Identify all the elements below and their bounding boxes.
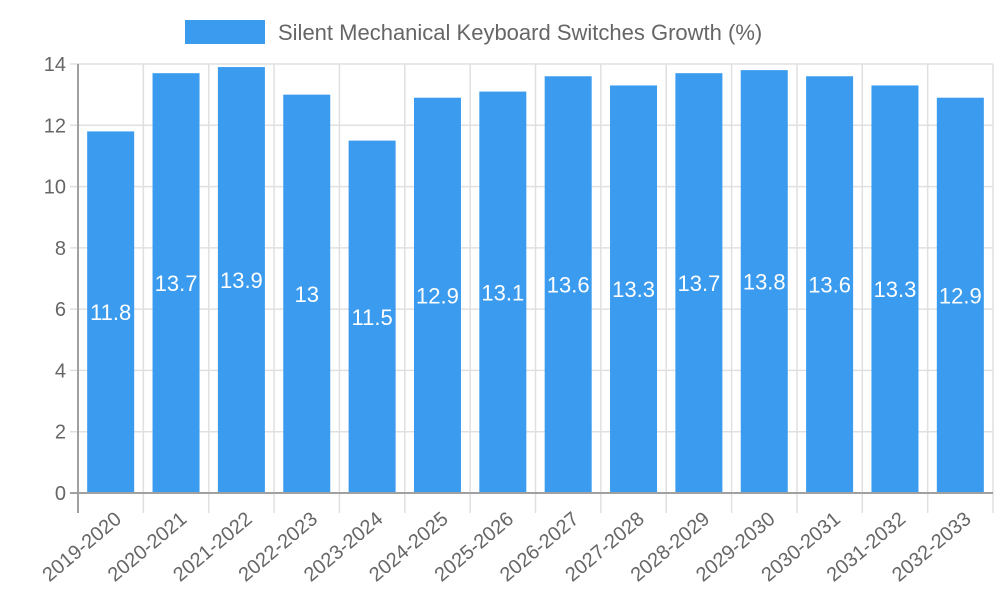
bar-value-label: 11.8 xyxy=(90,300,131,325)
bar[interactable] xyxy=(544,76,592,493)
y-tick-label: 4 xyxy=(55,360,66,382)
bar[interactable] xyxy=(871,85,919,493)
bar-value-label: 13.8 xyxy=(743,270,786,295)
bar-value-label: 12.9 xyxy=(939,283,982,308)
chart-legend[interactable]: Silent Mechanical Keyboard Switches Grow… xyxy=(185,20,762,45)
bar-value-label: 13.7 xyxy=(155,271,198,296)
bar-value-label: 13.3 xyxy=(612,277,655,302)
grid-lines xyxy=(70,63,994,513)
y-tick-label: 2 xyxy=(55,422,66,444)
bar[interactable] xyxy=(413,97,461,493)
bar[interactable] xyxy=(217,67,265,494)
y-tick-label: 6 xyxy=(55,299,66,321)
bar-value-label: 12.9 xyxy=(416,283,459,308)
legend-label: Silent Mechanical Keyboard Switches Grow… xyxy=(278,20,762,45)
bar-value-label: 13.6 xyxy=(547,273,590,298)
bars: 11.8 13.7 13.9 13 11.5 12.9 13.1 13.6 13.3 13.7 13… xyxy=(87,67,984,494)
bar-value-label: 13.7 xyxy=(677,271,720,296)
y-tick-label: 0 xyxy=(55,483,66,505)
y-tick-label: 10 xyxy=(44,177,66,199)
bar-value-label: 11.5 xyxy=(352,305,393,330)
bar[interactable] xyxy=(479,91,527,493)
bar[interactable] xyxy=(610,85,658,493)
bar-value-label: 13 xyxy=(295,282,319,307)
bar[interactable] xyxy=(348,140,396,493)
bar[interactable] xyxy=(87,131,135,493)
bar[interactable] xyxy=(152,73,200,493)
bar[interactable] xyxy=(283,94,331,494)
bar-value-label: 13.9 xyxy=(220,268,263,293)
bar-value-label: 13.1 xyxy=(481,280,524,305)
y-tick-label: 8 xyxy=(55,238,66,260)
bar[interactable] xyxy=(740,70,788,493)
y-tick-label: 12 xyxy=(44,115,66,137)
bar-value-label: 13.6 xyxy=(808,273,851,298)
bar[interactable] xyxy=(936,97,984,493)
bar[interactable] xyxy=(806,76,854,493)
bar[interactable] xyxy=(675,73,723,493)
legend-swatch xyxy=(185,20,265,44)
bar-value-label: 13.3 xyxy=(874,277,917,302)
y-tick-label: 14 xyxy=(44,54,66,76)
